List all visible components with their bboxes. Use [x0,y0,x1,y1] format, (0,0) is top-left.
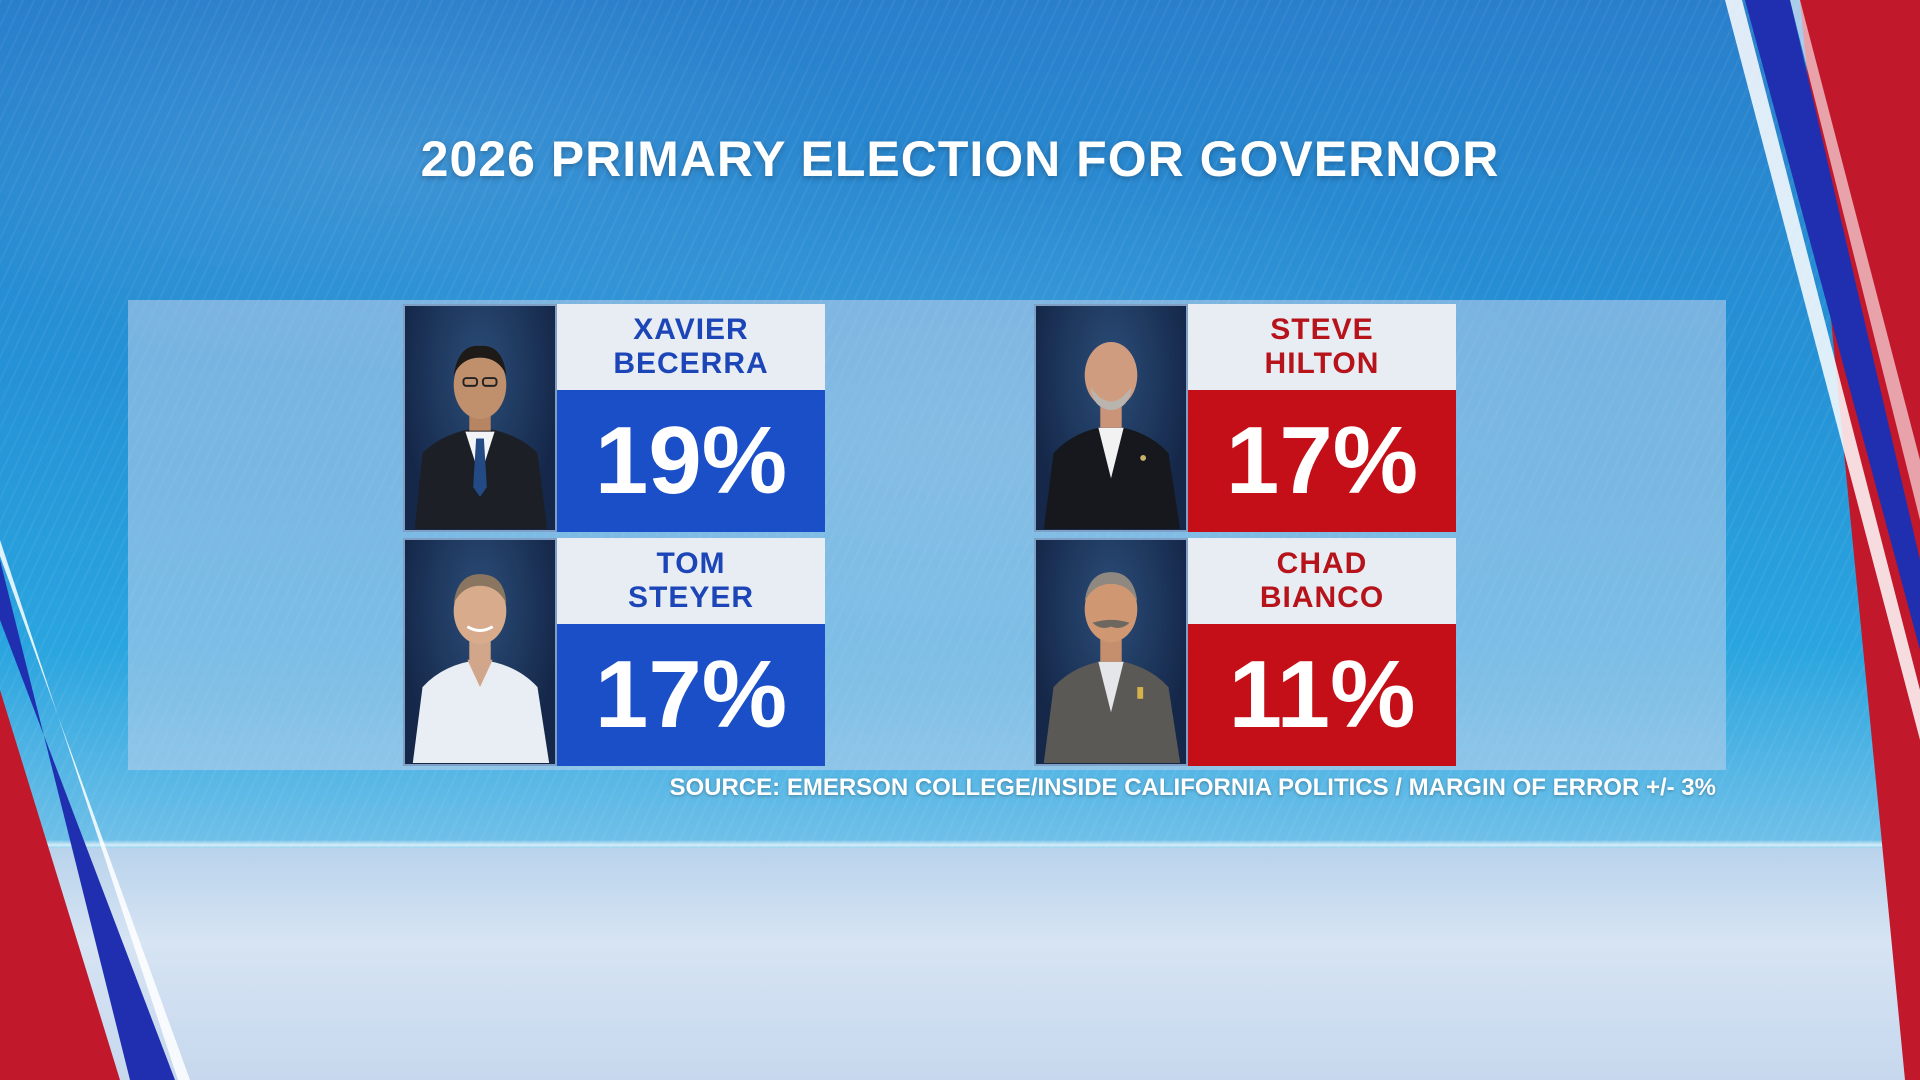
candidate-percent: 11% [1188,624,1456,766]
right-thin-white-stripe [1790,0,1920,520]
source-credit: SOURCE: EMERSON COLLEGE/INSIDE CALIFORNI… [669,774,1716,801]
candidate-card-becerra: XAVIER BECERRA 19% [403,304,825,532]
portrait-icon [1043,572,1181,764]
candidate-name: XAVIER BECERRA [557,304,825,390]
graphic-title: 2026 PRIMARY ELECTION FOR GOVERNOR [420,131,1500,187]
candidate-card-bianco: CHAD BIANCO 11% [1034,538,1456,766]
right-white-stripe [1725,0,1920,740]
left-red-band [0,690,120,1080]
portrait-icon [414,345,548,530]
portrait-icon [1043,342,1181,530]
right-blue-stripe [1745,0,1920,650]
candidate-percent: 17% [557,624,825,766]
studio-floor [0,848,1920,1080]
results-panel [128,300,1726,770]
candidate-card-steyer: TOM STEYER 17% [403,538,825,766]
candidate-card-hilton: STEVE HILTON 17% [1034,304,1456,532]
horizon-glow [0,840,1920,850]
candidate-photo-bianco [1034,538,1188,766]
candidate-percent: 19% [557,390,825,532]
candidate-name: STEVE HILTON [1188,304,1456,390]
portrait-icon [412,574,550,764]
candidate-name: TOM STEYER [557,538,825,624]
candidate-photo-hilton [1034,304,1188,532]
candidate-photo-steyer [403,538,557,766]
candidate-percent: 17% [1188,390,1456,532]
candidate-name: CHAD BIANCO [1188,538,1456,624]
candidate-photo-becerra [403,304,557,532]
